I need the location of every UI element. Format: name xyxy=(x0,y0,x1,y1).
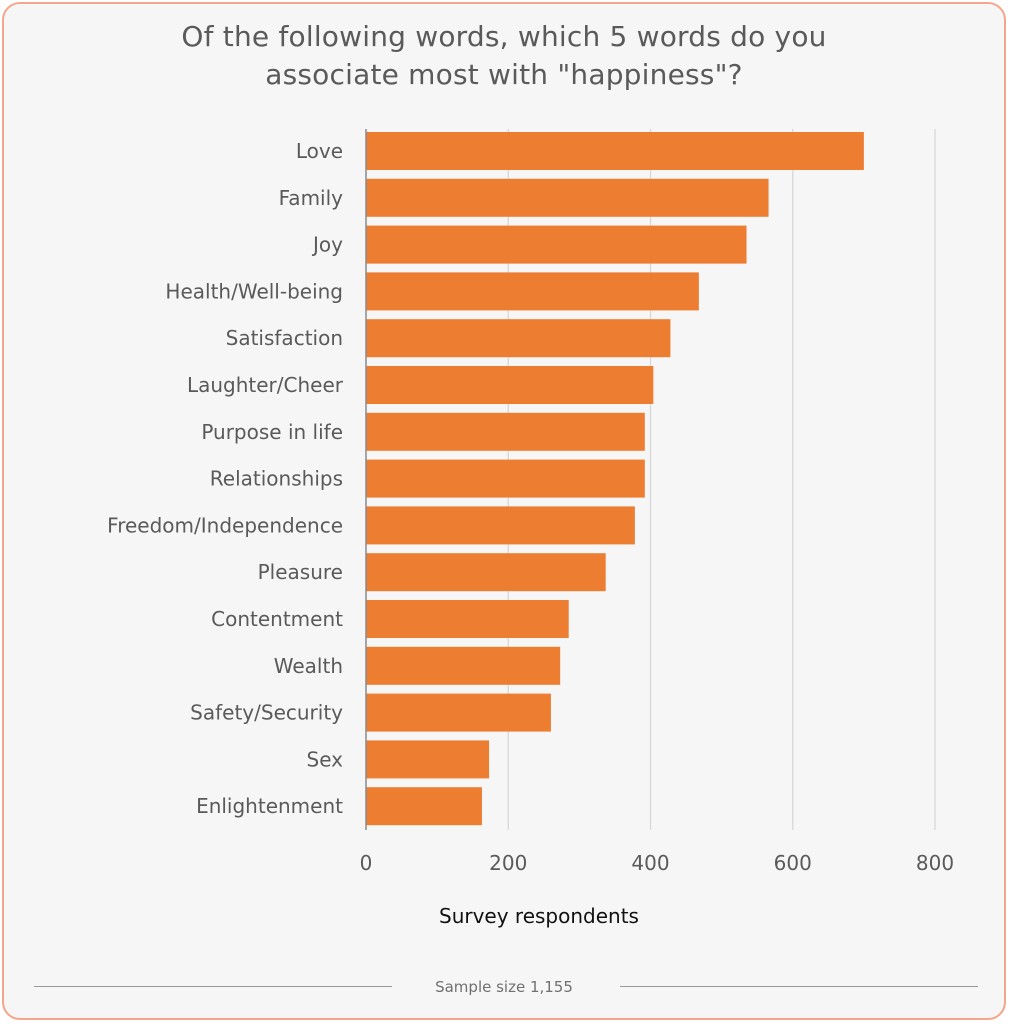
category-label: Safety/Security xyxy=(190,701,343,725)
bar-relationships xyxy=(366,459,645,498)
bar-enlightenment xyxy=(366,787,482,826)
bar-purpose-in-life xyxy=(366,412,645,451)
bar-safety-security xyxy=(366,693,551,732)
category-label: Joy xyxy=(311,233,343,257)
category-label: Laughter/Cheer xyxy=(187,373,344,397)
category-label: Love xyxy=(296,139,343,163)
category-label: Satisfaction xyxy=(226,326,343,350)
footer-divider-right xyxy=(620,986,978,987)
category-label: Pleasure xyxy=(258,560,343,584)
x-tick-label: 200 xyxy=(489,851,527,875)
bar-freedom-independence xyxy=(366,506,635,545)
x-tick-label: 800 xyxy=(916,851,954,875)
bar-wealth xyxy=(366,646,561,685)
chart-title-line-2: associate most with "happiness"? xyxy=(265,58,743,91)
bar-laughter-cheer xyxy=(366,366,654,404)
bar-chart: Love Family Joy Health/Well-being Satisfacti… xyxy=(107,129,954,928)
bar-family xyxy=(366,178,769,217)
bar-health-well-being xyxy=(366,272,699,311)
category-label: Enlightenment xyxy=(196,794,343,818)
footer-divider-left xyxy=(34,986,392,987)
category-label: Contentment xyxy=(211,607,343,631)
bar-pleasure xyxy=(366,553,606,592)
chart-title-line-1: Of the following words, which 5 words do… xyxy=(181,20,827,53)
chart-title: Of the following words, which 5 words do… xyxy=(4,18,1004,94)
category-label: Purpose in life xyxy=(201,420,343,444)
category-label: Sex xyxy=(307,747,344,771)
bar-joy xyxy=(366,225,747,264)
bar-contentment xyxy=(366,600,569,638)
bar-love xyxy=(366,132,864,170)
category-label: Family xyxy=(279,186,344,210)
bar-sex xyxy=(366,740,490,779)
category-label: Freedom/Independence xyxy=(107,513,343,537)
x-tick-label: 400 xyxy=(631,851,669,875)
x-tick-label: 0 xyxy=(360,851,373,875)
category-label: Relationships xyxy=(210,467,343,491)
category-label: Wealth xyxy=(274,654,343,678)
bar-satisfaction xyxy=(366,319,671,358)
category-label: Health/Well-being xyxy=(165,279,343,303)
x-axis-title: Survey respondents xyxy=(439,904,639,928)
x-tick-label: 600 xyxy=(774,851,812,875)
sample-size-note: Sample size 1,155 xyxy=(435,978,573,996)
